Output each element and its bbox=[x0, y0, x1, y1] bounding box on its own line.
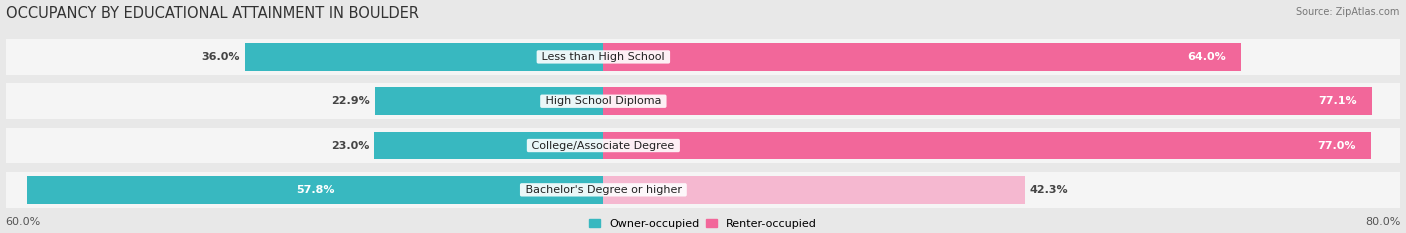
Bar bbox=[603, 87, 1371, 115]
Text: 36.0%: 36.0% bbox=[201, 52, 239, 62]
Legend: Owner-occupied, Renter-occupied: Owner-occupied, Renter-occupied bbox=[589, 219, 817, 229]
Text: 80.0%: 80.0% bbox=[1365, 217, 1400, 227]
Text: 60.0%: 60.0% bbox=[6, 217, 41, 227]
Bar bbox=[603, 176, 1025, 204]
Text: High School Diploma: High School Diploma bbox=[541, 96, 665, 106]
Bar bbox=[28, 176, 603, 204]
Bar bbox=[245, 43, 603, 71]
Bar bbox=[603, 132, 1371, 159]
Text: 42.3%: 42.3% bbox=[1029, 185, 1069, 195]
Bar bbox=[603, 43, 1241, 71]
Text: Bachelor's Degree or higher: Bachelor's Degree or higher bbox=[522, 185, 685, 195]
Text: 64.0%: 64.0% bbox=[1187, 52, 1226, 62]
Text: 57.8%: 57.8% bbox=[297, 185, 335, 195]
Bar bbox=[374, 132, 603, 159]
Bar bbox=[6, 39, 1400, 75]
Text: 22.9%: 22.9% bbox=[332, 96, 370, 106]
Text: College/Associate Degree: College/Associate Degree bbox=[529, 140, 678, 151]
Bar bbox=[6, 83, 1400, 119]
Text: 77.1%: 77.1% bbox=[1317, 96, 1357, 106]
Text: Less than High School: Less than High School bbox=[538, 52, 668, 62]
Bar bbox=[6, 128, 1400, 163]
Bar bbox=[375, 87, 603, 115]
Bar bbox=[6, 172, 1400, 208]
Text: 77.0%: 77.0% bbox=[1317, 140, 1355, 151]
Text: OCCUPANCY BY EDUCATIONAL ATTAINMENT IN BOULDER: OCCUPANCY BY EDUCATIONAL ATTAINMENT IN B… bbox=[6, 6, 419, 21]
Text: 23.0%: 23.0% bbox=[330, 140, 370, 151]
Text: Source: ZipAtlas.com: Source: ZipAtlas.com bbox=[1295, 7, 1399, 17]
